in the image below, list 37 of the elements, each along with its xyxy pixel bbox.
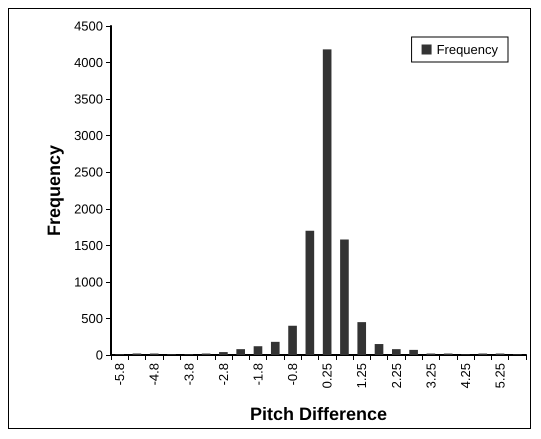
- x-tick-label: -1.8: [250, 363, 266, 386]
- y-tick-label: 3000: [74, 128, 103, 144]
- bar: [409, 350, 418, 355]
- bar: [306, 230, 314, 355]
- x-tick-label: -3.8: [181, 363, 196, 386]
- x-tick-label: 5.25: [492, 363, 508, 388]
- x-tick-label: 4.25: [458, 363, 473, 388]
- y-tick-label: 4500: [74, 18, 103, 34]
- x-tick-label: -5.8: [112, 363, 128, 386]
- bar: [254, 346, 262, 355]
- x-tick-label: -2.8: [216, 363, 231, 386]
- bar: [236, 349, 246, 355]
- x-tick-label: -4.8: [146, 363, 162, 386]
- bar: [374, 344, 384, 355]
- bar: [322, 49, 332, 355]
- x-tick-label: 3.25: [423, 363, 438, 388]
- y-tick-label: 1500: [74, 238, 103, 253]
- y-tick-label: 3500: [74, 92, 103, 107]
- x-tick-label: 1.25: [354, 363, 370, 388]
- bar: [392, 349, 401, 355]
- x-tick-label: -0.8: [285, 363, 300, 386]
- x-tick-label: 2.25: [388, 363, 404, 388]
- bar: [340, 239, 349, 355]
- y-tick-label: 4000: [74, 55, 103, 70]
- y-axis-title: Frequency: [44, 144, 64, 236]
- y-tick-label: 2000: [74, 201, 103, 216]
- y-tick-label: 1000: [74, 274, 103, 290]
- y-tick-label: 2500: [74, 164, 103, 180]
- legend-label: Frequency: [436, 42, 498, 57]
- bar: [219, 352, 228, 355]
- bar: [288, 326, 297, 355]
- bar: [270, 342, 280, 355]
- y-tick-label: 0: [96, 348, 103, 362]
- y-tick-label: 500: [81, 310, 103, 326]
- x-tick-label: 0.25: [320, 363, 335, 388]
- bar: [357, 322, 366, 355]
- x-axis-title: Pitch Difference: [250, 404, 388, 424]
